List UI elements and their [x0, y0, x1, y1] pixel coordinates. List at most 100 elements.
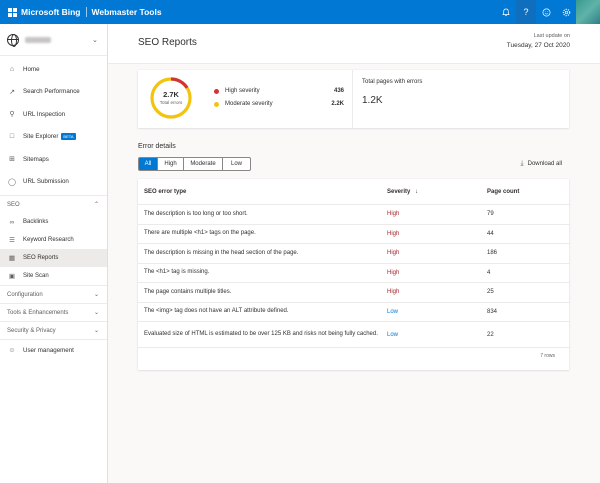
last-update-label: Last update on: [533, 33, 570, 39]
top-bar: Microsoft Bing Webmaster Tools ?: [0, 0, 600, 24]
logo[interactable]: Microsoft Bing Webmaster Tools: [8, 7, 162, 17]
legend-value: 2.2K: [331, 101, 344, 107]
sidebar-item-home[interactable]: ⌂ Home: [0, 58, 107, 81]
row-count: 7 rows: [540, 353, 555, 359]
sidebar-item-search-performance[interactable]: ↗ Search Performance: [0, 81, 107, 104]
table-row[interactable]: The page contains multiple titles. High 25: [138, 283, 569, 303]
pages-summary: Total pages with errors 1.2K: [353, 70, 569, 128]
sidebar-item-label: User management: [23, 347, 74, 355]
table-body: The description is too long or too short…: [138, 205, 569, 348]
trend-icon: ↗: [9, 88, 15, 96]
search-icon: ⚲: [9, 111, 15, 119]
table-row[interactable]: The <h1> tag is missing. High 4: [138, 264, 569, 283]
page-count-cell: 834: [487, 308, 498, 315]
errors-donut: [150, 77, 192, 119]
legend-moderate: Moderate severity 2.2K: [214, 101, 344, 107]
top-icons: ?: [496, 0, 600, 24]
severity-filter: All High Moderate Low: [138, 157, 251, 171]
sidebar-item-label: URL Inspection: [23, 110, 66, 118]
report-icon: ▦: [8, 255, 16, 262]
total-errors-value: 2.7K: [163, 90, 179, 99]
main-content: SEO Reports Last update on Tuesday, 27 O…: [108, 24, 600, 483]
download-label: Download all: [527, 161, 562, 167]
microsoft-logo-icon: [8, 7, 17, 17]
sidebar-item-sitemaps[interactable]: ⊞ Sitemaps: [0, 148, 107, 171]
filter-moderate[interactable]: Moderate: [184, 158, 223, 170]
page-count-cell: 186: [487, 250, 498, 257]
sidebar-item-label: Search Performance: [23, 88, 80, 96]
moderate-dot: [214, 101, 219, 107]
col-error-type[interactable]: SEO error type: [144, 188, 187, 195]
section-configuration[interactable]: Configuration ⌄: [0, 285, 107, 303]
section-tools-enhancements[interactable]: Tools & Enhancements ⌄: [0, 303, 107, 321]
sidebar-item-user-management[interactable]: ☺ User management: [0, 339, 107, 362]
error-type-cell: The description is too long or too short…: [144, 210, 248, 217]
sidebar-item-url-inspection[interactable]: ⚲ URL Inspection: [0, 103, 107, 126]
table-row[interactable]: There are multiple <h1> tags on the page…: [138, 225, 569, 244]
home-icon: ⌂: [9, 65, 15, 73]
errors-table: SEO error type Severity ↓ Page count The…: [138, 179, 569, 370]
gear-icon[interactable]: [556, 0, 576, 24]
page-count-cell: 25: [487, 289, 494, 296]
site-selector[interactable]: ⌄: [0, 24, 107, 56]
sidebar-item-label: Keyword Research: [23, 237, 74, 243]
high-dot: [214, 88, 219, 94]
section-security-privacy[interactable]: Security & Privacy ⌄: [0, 321, 107, 339]
product-name: Webmaster Tools: [91, 7, 162, 17]
filter-all[interactable]: All: [139, 158, 158, 170]
col-severity[interactable]: Severity ↓: [387, 189, 418, 195]
globe-icon: ◯: [8, 178, 16, 186]
brand-name: Microsoft Bing: [21, 7, 81, 17]
download-all-button[interactable]: ⤓ Download all: [521, 160, 562, 168]
smiley-icon[interactable]: [536, 0, 556, 24]
user-icon: ☺: [8, 347, 16, 355]
sidebar-item-label: Site Scan: [23, 273, 49, 279]
legend-label: Moderate severity: [225, 101, 273, 107]
download-icon: ⤓: [520, 160, 524, 167]
sidebar-item-seo-reports[interactable]: ▦ SEO Reports: [0, 249, 107, 267]
page-count-cell: 22: [487, 331, 494, 338]
severity-cell: Low: [387, 308, 399, 315]
severity-cell: High: [387, 230, 400, 237]
severity-cell: High: [387, 211, 400, 218]
filter-low[interactable]: Low: [230, 161, 242, 167]
section-label: Configuration: [7, 291, 43, 298]
link-icon: ∞: [9, 218, 15, 226]
table-row[interactable]: The <img> tag does not have an ALT attri…: [138, 303, 569, 322]
bell-icon[interactable]: [496, 0, 516, 24]
summary-card: 2.7K Total errors High severity 436 Mode…: [138, 70, 569, 128]
filter-high[interactable]: High: [158, 158, 184, 170]
legend-high: High severity 436: [214, 88, 344, 94]
avatar[interactable]: [576, 0, 600, 24]
sidebar-item-label: Home: [23, 65, 40, 73]
section-label: Security & Privacy: [7, 327, 56, 334]
table-row[interactable]: The description is missing in the head s…: [138, 244, 569, 264]
severity-cell: High: [387, 289, 400, 296]
sidebar: ⌄ ⌂ Home ↗ Search Performance ⚲ URL Insp…: [0, 24, 108, 483]
section-seo[interactable]: SEO ⌃: [0, 195, 107, 213]
severity-cell: High: [387, 269, 400, 276]
col-severity-label: Severity: [387, 188, 411, 195]
severity-cell: Low: [387, 331, 399, 338]
beta-badge: BETA: [61, 133, 76, 141]
page-count-cell: 4: [487, 269, 491, 276]
sitemap-icon: ⊞: [9, 156, 15, 164]
help-icon[interactable]: ?: [516, 0, 536, 24]
sidebar-item-backlinks[interactable]: ∞ Backlinks: [0, 213, 107, 231]
sidebar-item-label: URL Submission: [23, 178, 69, 186]
sidebar-item-keyword-research[interactable]: ☰ Keyword Research: [0, 231, 107, 249]
page-count-cell: 79: [487, 211, 494, 218]
legend-label: High severity: [225, 88, 260, 94]
table-row[interactable]: The description is too long or too short…: [138, 205, 569, 225]
col-page-count[interactable]: Page count: [487, 188, 520, 195]
sidebar-item-site-explorer[interactable]: □ Site Explorer BETA: [0, 126, 107, 149]
total-errors-label: Total errors: [159, 100, 183, 105]
table-row[interactable]: Evaluated size of HTML is estimated to b…: [138, 322, 569, 348]
last-update-date: Tuesday, 27 Oct 2020: [506, 42, 570, 49]
pages-with-errors-label: Total pages with errors: [362, 79, 423, 85]
error-details-title: Error details: [138, 143, 176, 150]
error-type-cell: The description is missing in the head s…: [144, 249, 299, 256]
sidebar-item-url-submission[interactable]: ◯ URL Submission: [0, 171, 107, 194]
error-type-cell: There are multiple <h1> tags on the page…: [144, 230, 256, 237]
sidebar-item-site-scan[interactable]: ▣ Site Scan: [0, 267, 107, 285]
